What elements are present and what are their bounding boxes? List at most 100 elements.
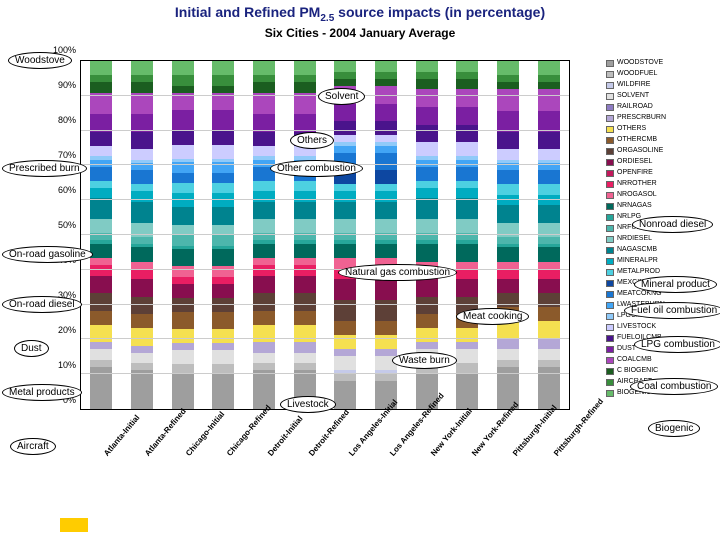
bar-segment: [212, 193, 234, 207]
callout-label: Dust: [14, 340, 49, 357]
bar-segment: [456, 198, 478, 219]
legend-label: NROGASOL: [617, 190, 657, 200]
bar-segment: [375, 146, 397, 153]
bar-segment: [456, 188, 478, 199]
bar-segment: [416, 328, 438, 342]
bar-segment: [334, 381, 356, 409]
bar-segment: [294, 258, 316, 265]
bar-segment: [253, 325, 275, 343]
legend-item: PRESCRBURN: [606, 113, 718, 123]
bar-segment: [212, 343, 234, 350]
legend-swatch: [606, 93, 614, 100]
bar-segment: [253, 353, 275, 364]
legend-label: WILDFIRE: [617, 80, 650, 90]
y-tick: 80%: [58, 115, 76, 125]
bar-segment: [538, 205, 560, 223]
legend-item: LIVESTOCK: [606, 322, 718, 332]
bar-segment: [253, 342, 275, 353]
legend-swatch: [606, 357, 614, 364]
legend-item: RAILROAD: [606, 102, 718, 112]
bar-segment: [131, 314, 153, 328]
bar-segment: [131, 353, 153, 364]
x-label: Pittsburgh-Initial: [511, 449, 598, 523]
bar-segment: [90, 132, 112, 146]
legend-swatch: [606, 236, 614, 243]
bar-segment: [90, 265, 112, 276]
title-a: Initial and Refined PM: [175, 4, 320, 20]
x-label: New York-Refined: [470, 449, 557, 523]
bar-segment: [375, 202, 397, 220]
bar-segment: [253, 258, 275, 265]
legend-label: WOODSTOVE: [617, 58, 663, 68]
stacked-bar: [253, 61, 275, 409]
bar-segment: [90, 276, 112, 294]
yellow-marker: [60, 518, 88, 532]
bar-segment: [90, 258, 112, 265]
legend-swatch: [606, 225, 614, 232]
x-label: Atlanta-Initial: [102, 449, 189, 523]
legend-label: ORDIESEL: [617, 157, 652, 167]
legend-swatch: [606, 313, 614, 320]
bar-segment: [456, 374, 478, 409]
bar-segment: [456, 61, 478, 72]
legend-swatch: [606, 390, 614, 397]
bar-segment: [456, 328, 478, 342]
bar-segment: [538, 132, 560, 150]
bar-segment: [334, 321, 356, 335]
stacked-bar: [294, 61, 316, 409]
bar-segment: [172, 235, 194, 245]
bar-segment: [416, 89, 438, 107]
bar-segment: [172, 86, 194, 93]
bar-segment: [416, 125, 438, 143]
bar-segment: [90, 160, 112, 167]
bar-segment: [538, 111, 560, 132]
stacked-bar: [131, 61, 153, 409]
bar-segment: [172, 61, 194, 75]
stacked-bars: [81, 61, 569, 409]
title-b: source impacts (in percentage): [334, 4, 545, 20]
bar-segment: [172, 207, 194, 224]
bar-segment: [538, 82, 560, 89]
bar-segment: [375, 121, 397, 135]
bar-segment: [456, 79, 478, 90]
legend-swatch: [606, 104, 614, 111]
legend-label: COALCMB: [617, 355, 652, 365]
bar-segment: [131, 93, 153, 114]
x-label: Pittsburgh-Refined: [552, 449, 639, 523]
bar-segment: [538, 184, 560, 195]
bar-segment: [212, 173, 234, 183]
bar-segment: [497, 132, 519, 150]
title-sub: 2.5: [320, 13, 334, 24]
bar-segment: [456, 349, 478, 363]
bar-segment: [131, 170, 153, 184]
y-tick: 50%: [58, 220, 76, 230]
x-axis: Atlanta-InitialAtlanta-RefinedChicago-In…: [80, 412, 570, 522]
bar-segment: [90, 181, 112, 188]
legend-swatch: [606, 346, 614, 353]
bar-segment: [497, 279, 519, 293]
legend-swatch: [606, 214, 614, 221]
legend-label: C BIOGENIC: [617, 366, 658, 376]
legend-item: OTHERCMB: [606, 135, 718, 145]
bar-segment: [416, 160, 438, 167]
legend-label: DUST: [617, 344, 636, 354]
bar-segment: [538, 61, 560, 75]
bar-segment: [456, 160, 478, 167]
bar-segment: [131, 184, 153, 191]
bar-segment: [416, 198, 438, 219]
bar-segment: [253, 244, 275, 258]
bar-segment: [456, 167, 478, 181]
x-label: Chicago-Initial: [184, 449, 271, 523]
bar-segment: [172, 312, 194, 329]
stacked-bar: [456, 61, 478, 409]
x-label: Los Angeles-Refined: [388, 449, 475, 523]
bar-segment: [375, 61, 397, 72]
bar-segment: [212, 86, 234, 93]
bar-segment: [212, 207, 234, 224]
bar-segment: [212, 61, 234, 75]
chart-plot-area: [80, 60, 570, 410]
callout-label: Woodstove: [8, 52, 72, 69]
stacked-bar: [497, 61, 519, 409]
legend-item: NRROTHER: [606, 179, 718, 189]
legend-item: ORGASOLINE: [606, 146, 718, 156]
